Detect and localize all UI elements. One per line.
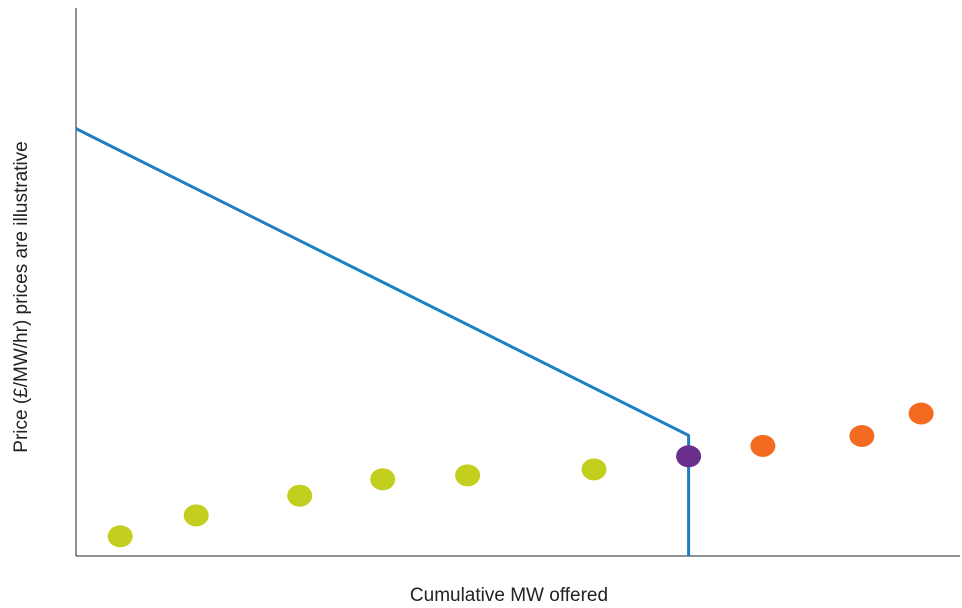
bid-point	[183, 504, 209, 527]
bid-point	[107, 525, 133, 548]
bid-point	[581, 458, 607, 481]
bid-point	[750, 434, 776, 457]
bid-point	[287, 484, 313, 507]
x-axis-label: Cumulative MW offered	[410, 585, 608, 606]
bid-point	[676, 445, 702, 468]
demand-curve-line	[75, 127, 691, 556]
bid-point	[455, 464, 481, 487]
bid-points	[107, 402, 934, 548]
bid-point	[370, 468, 396, 491]
bid-point	[908, 402, 934, 425]
y-axis-label: Price (£/MW/hr) prices are illustrative	[11, 141, 32, 452]
bid-point	[849, 425, 875, 447]
